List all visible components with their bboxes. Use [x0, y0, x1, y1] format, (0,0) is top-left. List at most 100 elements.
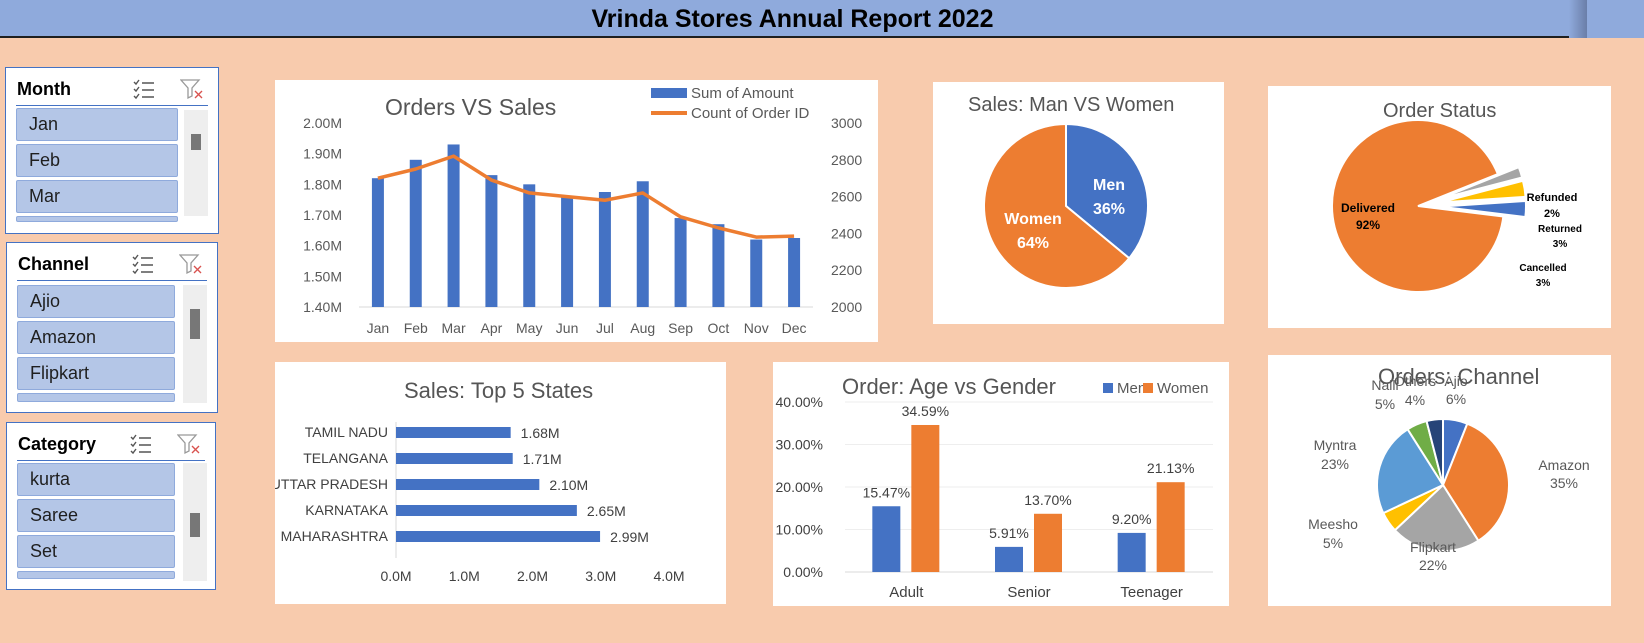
- bar-karnataka: [396, 505, 577, 516]
- y-right-tick: 3000: [831, 115, 862, 131]
- channel-item-partial[interactable]: [17, 393, 175, 402]
- clear-filter-icon[interactable]: [177, 433, 201, 455]
- category-item-set[interactable]: Set: [17, 535, 175, 568]
- value-label-karnataka: 2.65M: [587, 503, 626, 519]
- bar-uttar-pradesh: [396, 479, 540, 490]
- x-tick: 0.0M: [380, 568, 411, 584]
- clear-filter-icon[interactable]: [179, 253, 203, 275]
- month-item-feb[interactable]: Feb: [16, 144, 178, 177]
- data-label-teenager-women: 21.13%: [1147, 460, 1194, 476]
- x-tick-apr: Apr: [481, 320, 503, 336]
- man-vs-women-chart: Men 36% Women 64%: [983, 122, 1149, 289]
- order-status-panel[interactable]: Order Status Delivered 92% Refunded 2% Retur…: [1268, 86, 1611, 328]
- x-tick-mar: Mar: [442, 320, 466, 336]
- y-left-tick: 1.50M: [303, 268, 342, 284]
- order-status-title: Order Status: [1383, 100, 1497, 122]
- label-meesho: Meesho: [1308, 516, 1358, 532]
- multi-select-icon[interactable]: [131, 253, 155, 275]
- month-item-partial[interactable]: [16, 216, 178, 222]
- label-returned: Returned: [1538, 224, 1582, 235]
- label-amazon-pct: 35%: [1550, 475, 1578, 491]
- slice-men: [1065, 122, 1149, 260]
- category-item-saree[interactable]: Saree: [17, 499, 175, 532]
- slice-myntra: [1376, 427, 1445, 515]
- label-others-pct: 4%: [1405, 392, 1425, 408]
- bar-sep: [674, 218, 687, 307]
- category-uttar-pradesh: UTTAR PRADESH: [275, 476, 388, 492]
- slice-women: [983, 122, 1131, 289]
- category-tamil-nadu: TAMIL NADU: [305, 424, 388, 440]
- data-label-senior-women: 13.70%: [1024, 492, 1071, 508]
- orders-vs-sales-panel[interactable]: Orders VS Sales Sum of Amount Count of O…: [275, 80, 878, 342]
- category-karnataka: KARNATAKA: [305, 502, 388, 518]
- x-tick-teenager: Teenager: [1120, 584, 1183, 601]
- data-label-teenager-men: 9.20%: [1112, 511, 1152, 527]
- y-tick: 10.00%: [776, 522, 823, 538]
- y-left-tick: 1.80M: [303, 176, 342, 192]
- month-scrollbar[interactable]: [184, 110, 208, 216]
- top5-states-panel[interactable]: Sales: Top 5 States TAMIL NADU 1.68M TELAN…: [275, 362, 726, 604]
- clear-filter-icon[interactable]: [180, 78, 204, 100]
- channel-scrollbar[interactable]: [183, 285, 207, 403]
- x-tick-jan: Jan: [367, 320, 390, 336]
- y-right-tick: 2000: [831, 299, 862, 315]
- bar-feb: [409, 159, 422, 307]
- y-right-tick: 2200: [831, 262, 862, 278]
- label-nalli: Nalli: [1371, 377, 1398, 393]
- label-men-pct: 36%: [1093, 201, 1125, 218]
- bar-jan: [371, 178, 384, 307]
- channel-item-ajio[interactable]: Ajio: [17, 285, 175, 318]
- man-vs-women-panel[interactable]: Sales: Man VS Women Men 36% Women 64%: [933, 82, 1224, 324]
- legend-men: Men: [1117, 380, 1146, 397]
- orders-channel-chart: Ajio 6% Amazon 35% Flipkart 22% Meesho 5% Myntra…: [1308, 373, 1590, 573]
- month-scroll-thumb[interactable]: [191, 134, 201, 150]
- bar-oct: [712, 224, 725, 307]
- legend-men-swatch: [1103, 383, 1113, 393]
- age-gender-chart: Men Women 40.00% 30.00% 20.00% 10.00% 0.00% 1…: [776, 380, 1213, 601]
- category-telangana: TELANGANA: [303, 450, 388, 466]
- label-flipkart: Flipkart: [1410, 539, 1456, 555]
- slice-refunded: [1438, 165, 1524, 201]
- label-refunded-pct: 2%: [1544, 208, 1560, 220]
- x-tick-may: May: [516, 320, 542, 336]
- category-slicer-title: Category: [18, 434, 97, 454]
- month-slicer-header: Month: [16, 76, 208, 106]
- label-flipkart-pct: 22%: [1419, 557, 1447, 573]
- bar-senior-men: [995, 546, 1023, 572]
- month-item-jan[interactable]: Jan: [16, 108, 178, 141]
- label-women: Women: [1004, 211, 1061, 228]
- channel-item-flipkart[interactable]: Flipkart: [17, 357, 175, 390]
- month-item-mar[interactable]: Mar: [16, 180, 178, 213]
- bar-tamil-nadu: [396, 427, 511, 438]
- category-scrollbar[interactable]: [183, 463, 207, 581]
- orders-channel-panel[interactable]: Orders: Channel Ajio 6% Amazon 35% Flipkart 2…: [1268, 355, 1611, 606]
- legend-women: Women: [1157, 380, 1208, 397]
- channel-scroll-thumb[interactable]: [190, 309, 200, 339]
- x-tick-sep: Sep: [668, 320, 693, 336]
- label-ajio-pct: 6%: [1446, 391, 1466, 407]
- data-label-senior-men: 5.91%: [989, 525, 1029, 541]
- x-tick-jun: Jun: [556, 320, 579, 336]
- bar-dec: [788, 238, 801, 307]
- report-title: Vrinda Stores Annual Report 2022: [591, 5, 994, 33]
- legend-bar-swatch: [651, 88, 687, 98]
- age-gender-title: Order: Age vs Gender: [842, 374, 1056, 399]
- legend-women-swatch: [1143, 383, 1153, 393]
- category-slicer-header: Category: [17, 431, 205, 461]
- slice-flipkart: [1393, 483, 1480, 552]
- age-gender-panel[interactable]: Order: Age vs Gender Men Women 40.00% 30.…: [773, 362, 1229, 606]
- category-item-kurta[interactable]: kurta: [17, 463, 175, 496]
- y-left-tick: 1.60M: [303, 238, 342, 254]
- category-scroll-thumb[interactable]: [190, 513, 200, 537]
- category-item-partial[interactable]: [17, 571, 175, 579]
- x-tick: 3.0M: [585, 568, 616, 584]
- multi-select-icon[interactable]: [129, 433, 153, 455]
- month-slicer-title: Month: [17, 79, 71, 99]
- multi-select-icon[interactable]: [132, 78, 156, 100]
- bar-may: [523, 184, 536, 307]
- value-label-telangana: 1.71M: [523, 451, 562, 467]
- channel-item-amazon[interactable]: Amazon: [17, 321, 175, 354]
- label-myntra: Myntra: [1314, 437, 1357, 453]
- bar-mar: [447, 144, 460, 307]
- y-right-tick: 2600: [831, 189, 862, 205]
